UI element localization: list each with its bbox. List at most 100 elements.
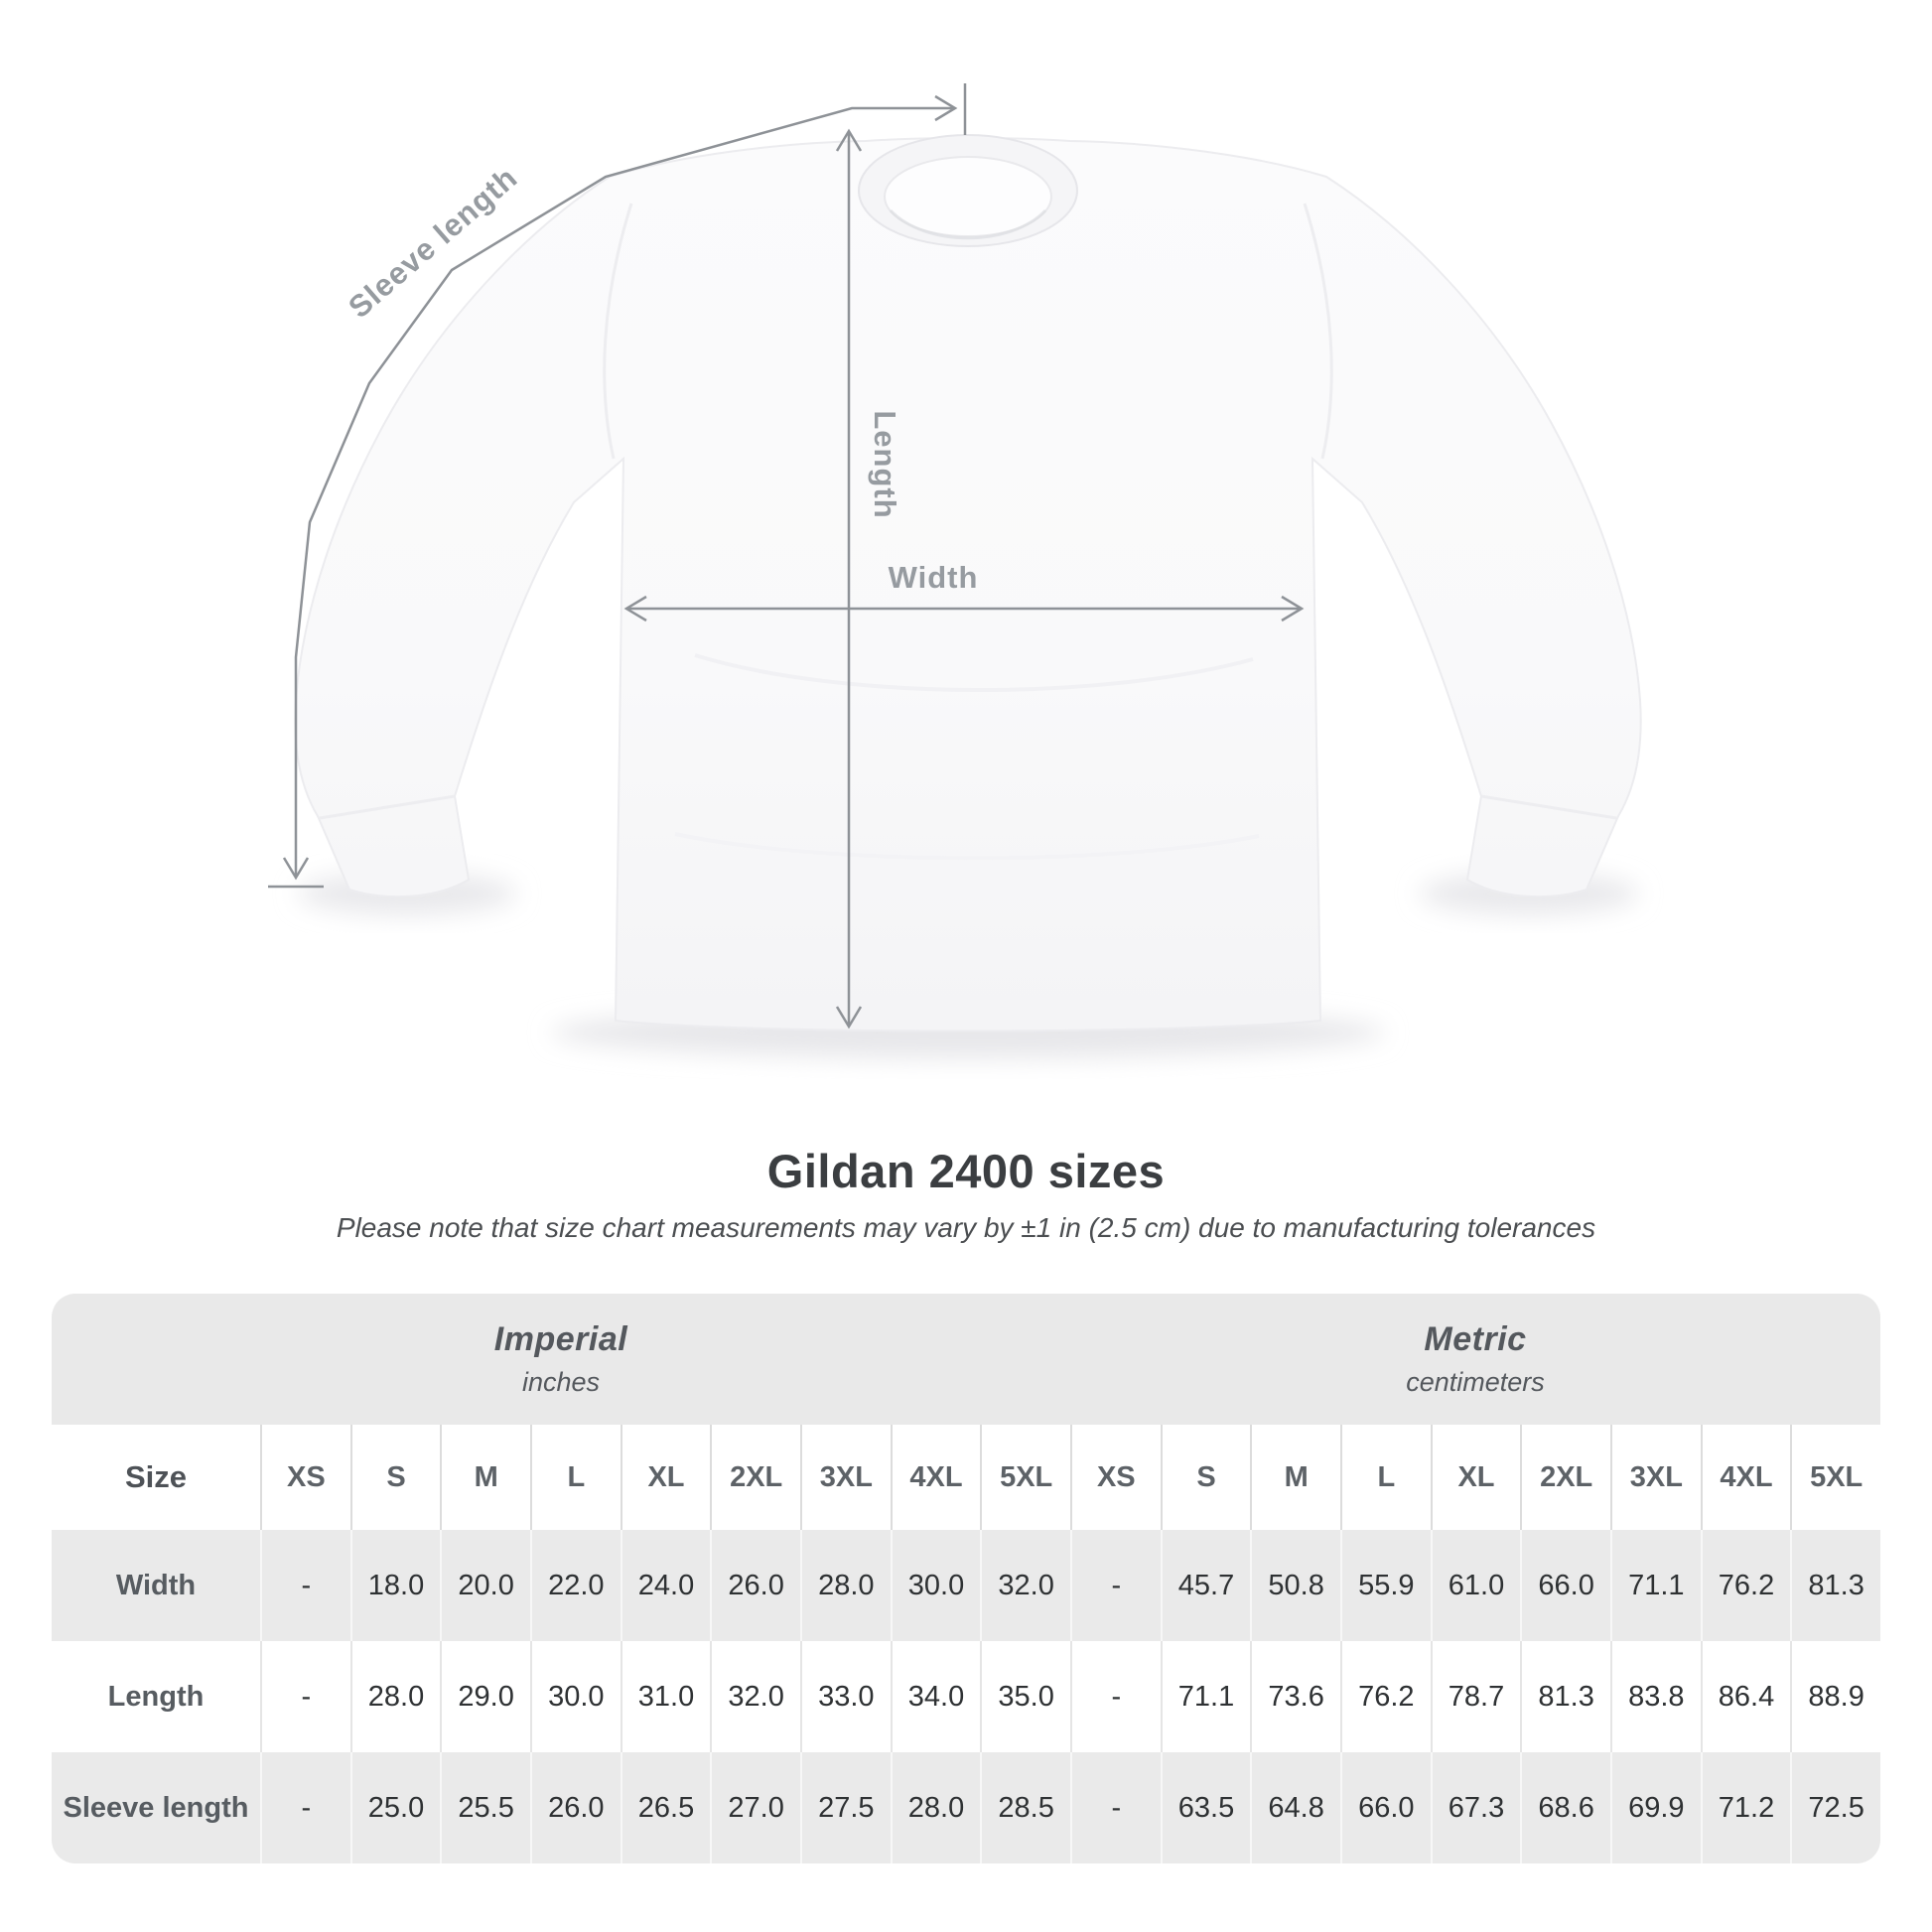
value-cell: 67.3 — [1430, 1752, 1521, 1863]
size-table: Imperial inches Metric centimeters Size … — [52, 1294, 1880, 1863]
shirt-collar — [858, 134, 1078, 247]
value-cell: 86.4 — [1700, 1641, 1791, 1752]
table-row-sleeve-length: Sleeve length - 25.0 25.5 26.0 26.5 27.0… — [52, 1752, 1880, 1863]
size-header-row: Size XS S M L XL 2XL 3XL 4XL 5XL XS S M … — [52, 1425, 1880, 1530]
value-cell: 61.0 — [1430, 1530, 1521, 1641]
value-cell: 25.0 — [349, 1752, 441, 1863]
row-label: Width — [115, 1569, 197, 1601]
width-arrow — [623, 595, 1305, 622]
value-cell: 72.5 — [1790, 1752, 1880, 1863]
value-cell: 31.0 — [620, 1641, 711, 1752]
size-header-metric-l: L — [1339, 1425, 1431, 1530]
value-cell: 66.0 — [1520, 1530, 1610, 1641]
value-cell: 88.9 — [1790, 1641, 1880, 1752]
value-cell: 50.8 — [1250, 1530, 1340, 1641]
row-label: Sleeve length — [63, 1791, 249, 1824]
size-header-imperial-xs: XS — [260, 1425, 350, 1530]
size-header-metric-m: M — [1250, 1425, 1340, 1530]
shirt-measurement-diagram: Sleeve length Length Width — [268, 83, 1642, 1058]
table-row-width: Width - 18.0 20.0 22.0 24.0 26.0 28.0 30… — [52, 1530, 1880, 1641]
size-header-metric-4xl: 4XL — [1700, 1425, 1791, 1530]
value-cell: 45.7 — [1160, 1530, 1251, 1641]
value-cell: 30.0 — [529, 1641, 621, 1752]
sleeve-length-arrow — [268, 83, 967, 889]
size-header-imperial-xl: XL — [620, 1425, 711, 1530]
imperial-band: Imperial inches — [52, 1294, 1070, 1425]
value-cell: 76.2 — [1339, 1641, 1431, 1752]
value-cell: - — [260, 1752, 350, 1863]
size-header-imperial-s: S — [349, 1425, 441, 1530]
unit-band: Imperial inches Metric centimeters — [52, 1294, 1880, 1425]
value-cell: - — [1069, 1641, 1161, 1752]
size-header-metric-xs: XS — [1069, 1425, 1161, 1530]
value-cell: 76.2 — [1700, 1530, 1791, 1641]
size-header-imperial-5xl: 5XL — [980, 1425, 1070, 1530]
shirt-diagram-svg: Sleeve length Length Width — [268, 83, 1642, 1058]
value-cell: 28.0 — [349, 1641, 441, 1752]
row-label: Length — [107, 1680, 205, 1713]
imperial-title: Imperial — [493, 1320, 628, 1358]
value-cell: 29.0 — [440, 1641, 530, 1752]
page-title: Gildan 2400 sizes — [766, 1145, 1166, 1197]
size-header-imperial-3xl: 3XL — [799, 1425, 891, 1530]
value-cell: - — [1069, 1752, 1161, 1863]
size-header-imperial-l: L — [529, 1425, 621, 1530]
length-label: Length — [868, 410, 902, 518]
value-cell: - — [1069, 1530, 1161, 1641]
value-cell: 78.7 — [1430, 1641, 1521, 1752]
value-cell: 28.5 — [980, 1752, 1070, 1863]
value-cell: 20.0 — [440, 1530, 530, 1641]
value-cell: 25.5 — [440, 1752, 530, 1863]
value-cell: - — [260, 1530, 350, 1641]
width-label: Width — [889, 560, 979, 595]
value-cell: 32.0 — [980, 1530, 1070, 1641]
value-cell: - — [260, 1641, 350, 1752]
value-cell: 68.6 — [1520, 1752, 1610, 1863]
measurement-lines — [268, 83, 1305, 1030]
size-header-imperial-2xl: 2XL — [710, 1425, 800, 1530]
value-cell: 83.8 — [1609, 1641, 1701, 1752]
heading-block: Gildan 2400 sizes Please note that size … — [0, 1144, 1932, 1244]
value-cell: 35.0 — [980, 1641, 1070, 1752]
size-header-imperial-4xl: 4XL — [890, 1425, 981, 1530]
size-header-metric-xl: XL — [1430, 1425, 1521, 1530]
value-cell: 32.0 — [710, 1641, 800, 1752]
value-cell: 73.6 — [1250, 1641, 1340, 1752]
size-header-metric-2xl: 2XL — [1520, 1425, 1610, 1530]
value-cell: 22.0 — [529, 1530, 621, 1641]
value-cell: 28.0 — [890, 1752, 981, 1863]
value-cell: 18.0 — [349, 1530, 441, 1641]
tolerance-note: Please note that size chart measurements… — [336, 1212, 1596, 1243]
value-cell: 63.5 — [1160, 1752, 1251, 1863]
size-header-metric-5xl: 5XL — [1790, 1425, 1880, 1530]
metric-unit: centimeters — [1406, 1367, 1545, 1397]
value-cell: 27.0 — [710, 1752, 800, 1863]
value-cell: 71.1 — [1609, 1530, 1701, 1641]
value-cell: 34.0 — [890, 1641, 981, 1752]
value-cell: 81.3 — [1790, 1530, 1880, 1641]
value-cell: 69.9 — [1609, 1752, 1701, 1863]
value-cell: 71.2 — [1700, 1752, 1791, 1863]
size-column-header: Size — [124, 1459, 188, 1494]
metric-band: Metric centimeters — [1070, 1294, 1880, 1425]
value-cell: 81.3 — [1520, 1641, 1610, 1752]
value-cell: 33.0 — [799, 1641, 891, 1752]
value-cell: 26.0 — [710, 1530, 800, 1641]
imperial-unit: inches — [521, 1367, 601, 1397]
metric-title: Metric — [1424, 1320, 1527, 1358]
value-cell: 27.5 — [799, 1752, 891, 1863]
length-arrow — [835, 128, 863, 1030]
value-cell: 30.0 — [890, 1530, 981, 1641]
value-cell: 66.0 — [1339, 1752, 1431, 1863]
size-header-imperial-m: M — [440, 1425, 530, 1530]
table-row-length: Length - 28.0 29.0 30.0 31.0 32.0 33.0 3… — [52, 1641, 1880, 1752]
size-header-metric-3xl: 3XL — [1609, 1425, 1701, 1530]
value-cell: 71.1 — [1160, 1641, 1251, 1752]
value-cell: 64.8 — [1250, 1752, 1340, 1863]
value-cell: 26.0 — [529, 1752, 621, 1863]
value-cell: 26.5 — [620, 1752, 711, 1863]
value-cell: 28.0 — [799, 1530, 891, 1641]
size-header-metric-s: S — [1160, 1425, 1251, 1530]
value-cell: 55.9 — [1339, 1530, 1431, 1641]
shirt-illustration — [294, 134, 1642, 1033]
